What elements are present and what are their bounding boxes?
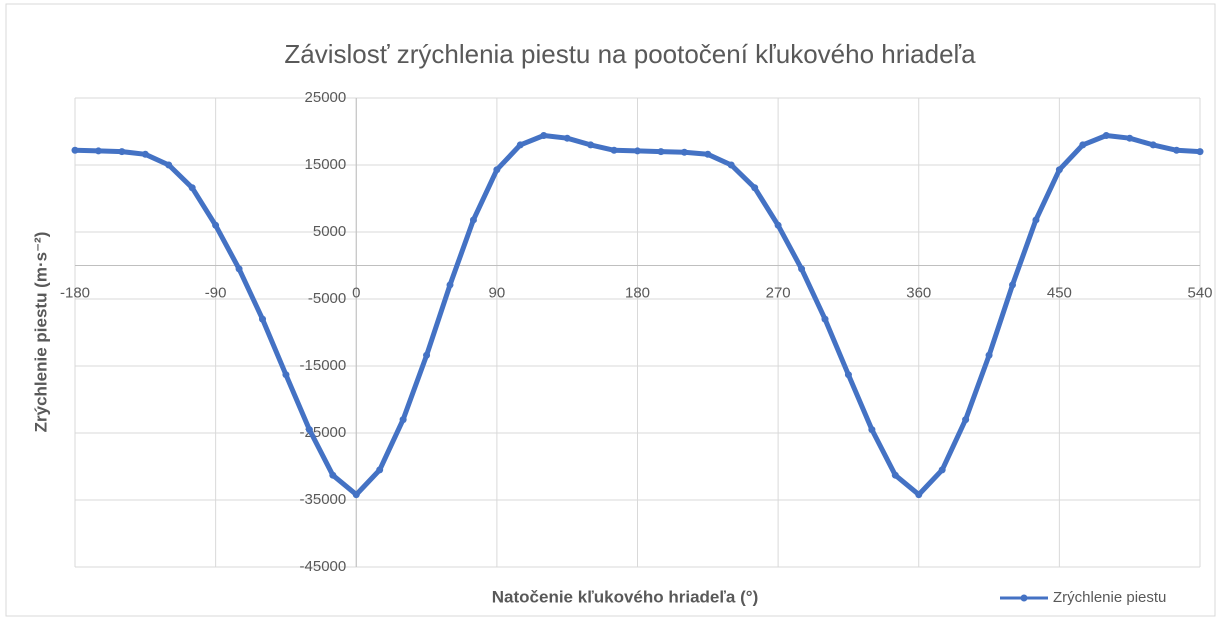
data-point [305, 426, 313, 434]
data-point [165, 161, 173, 169]
data-point [469, 216, 477, 224]
y-tick-label: -5000 [308, 290, 346, 307]
data-point [1009, 281, 1016, 289]
data-point [587, 141, 595, 149]
x-tick-label: 90 [489, 284, 506, 301]
data-point [540, 132, 548, 140]
data-point [704, 150, 712, 158]
data-point [985, 351, 993, 359]
x-tick-label: 180 [625, 284, 650, 301]
data-point [1055, 166, 1063, 174]
data-point [329, 471, 337, 479]
legend-label: Zrýchlenie piestu [1053, 589, 1166, 606]
chart-frame [5, 3, 1216, 617]
data-point [188, 184, 196, 192]
data-point [891, 471, 899, 479]
data-point [821, 315, 829, 323]
data-point [141, 150, 149, 158]
data-point [1149, 141, 1157, 149]
data-point [962, 416, 970, 424]
data-point [844, 371, 852, 379]
data-point [352, 491, 360, 499]
data-point [516, 141, 524, 149]
y-tick-label: 25000 [305, 89, 347, 106]
x-tick-label: 540 [1187, 284, 1212, 301]
data-point [1079, 141, 1087, 149]
data-point [259, 315, 266, 323]
x-tick-label: 270 [766, 284, 791, 301]
data-point [446, 281, 454, 289]
data-point [423, 351, 431, 359]
y-tick-label: -35000 [300, 491, 347, 508]
data-point [1102, 132, 1110, 140]
data-point [71, 146, 79, 154]
data-point [399, 416, 407, 424]
data-point [235, 265, 243, 273]
x-tick-label: 360 [906, 284, 931, 301]
x-tick-label: 0 [352, 284, 360, 301]
data-point [751, 184, 759, 192]
data-point [774, 221, 782, 229]
data-point [680, 148, 688, 156]
legend-marker [1020, 594, 1028, 602]
data-point [727, 161, 735, 169]
data-point [938, 466, 946, 474]
x-tick-label: -90 [205, 284, 227, 301]
y-axis-label: Zrýchlenie piestu (m·s⁻²) [31, 232, 50, 433]
x-tick-label: 450 [1047, 284, 1072, 301]
data-point [94, 147, 102, 155]
data-point [118, 148, 126, 156]
data-point [915, 491, 923, 499]
data-point [1173, 146, 1181, 154]
data-point [212, 221, 220, 229]
y-tick-label: 15000 [305, 156, 347, 173]
data-point [282, 371, 290, 379]
data-point [376, 466, 384, 474]
data-point [610, 146, 618, 154]
data-point [1126, 134, 1134, 142]
y-tick-label: -45000 [300, 558, 347, 575]
data-point [868, 426, 876, 434]
x-tick-label: -180 [60, 284, 90, 301]
data-point [493, 166, 501, 174]
y-tick-label: -15000 [300, 357, 347, 374]
y-tick-label: 5000 [313, 223, 346, 240]
data-point [798, 265, 806, 273]
data-point [657, 148, 665, 156]
data-point [1196, 148, 1204, 156]
data-point [563, 134, 571, 142]
data-point [634, 147, 641, 155]
chart-title: Závislosť zrýchlenia piestu na pootočení… [284, 39, 976, 69]
x-axis-label: Natočenie kľukového hriadeľa (°) [492, 587, 758, 606]
data-point [1032, 216, 1040, 224]
